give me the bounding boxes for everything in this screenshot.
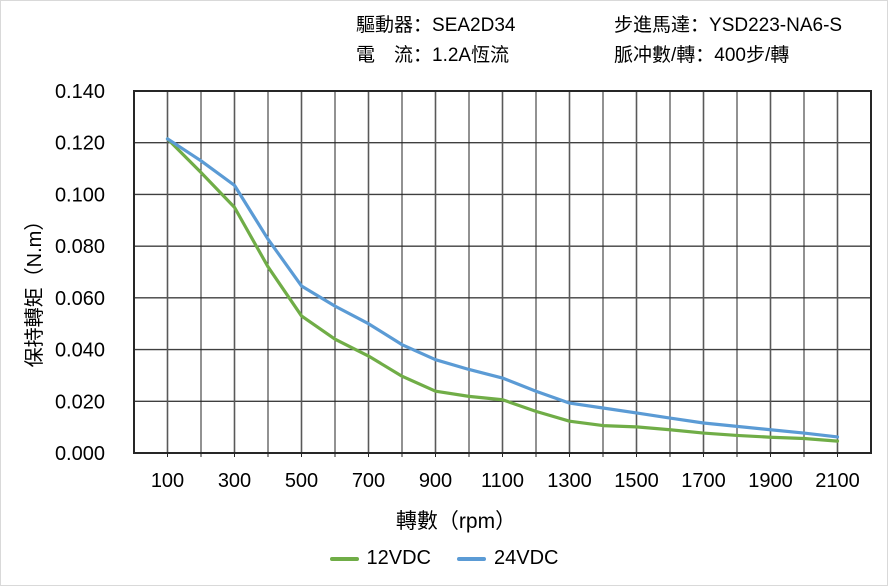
x-tick-label: 1700 [681,470,726,492]
x-tick-label: 100 [151,470,184,492]
motor-value: YSD223-NA6-S [709,15,843,36]
y-tick-label: 0.100 [55,184,105,206]
x-axis-title: 轉數（rpm） [395,510,517,533]
y-axis-title: 保持轉矩（N.m） [24,210,46,368]
legend-label-12vdc: 12VDC [366,547,431,569]
x-tick-label: 500 [285,470,318,492]
legend-line-swatch-24vdc [457,556,486,561]
header-left-column: 驅動器：SEA2D34 電 流：1.2A恆流 [356,11,515,71]
y-tick-label: 0.040 [55,340,105,362]
x-tick-label: 2100 [815,470,860,492]
curve-24vdc [165,137,840,439]
legend: 12VDC 24VDC [1,547,887,570]
pulses-label: 脈冲數/轉： [614,45,715,66]
current-row: 電 流：1.2A恆流 [356,41,515,71]
header-right-column: 步進馬達：YSD223-NA6-S 脈冲數/轉：400步/轉 [614,11,842,71]
driver-label: 驅動器： [356,15,433,36]
legend-label-24vdc: 24VDC [494,547,559,569]
y-tick-label: 0.060 [55,288,105,310]
x-tick-label: 1900 [748,470,793,492]
x-tick-label: 1500 [614,470,659,492]
x-tick-label: 700 [352,470,385,492]
curve-12vdc [165,137,840,443]
current-label: 電 流： [356,45,433,66]
driver-value: SEA2D34 [432,15,516,36]
current-value: 1.2A恆流 [432,45,510,66]
legend-item-12vdc: 12VDC [329,547,431,570]
x-tick-label: 300 [218,470,251,492]
x-tick-label: 1100 [481,470,524,492]
driver-row: 驅動器：SEA2D34 [356,11,515,41]
pulses-row: 脈冲數/轉：400步/轉 [614,41,842,71]
y-tick-label: 0.140 [55,81,105,103]
legend-line-swatch-12vdc [329,556,359,561]
x-tick-label: 900 [419,470,452,492]
pulses-value: 400步/轉 [714,45,790,66]
y-tick-label: 0.080 [55,236,105,258]
legend-item-24vdc: 24VDC [457,547,558,570]
motor-row: 步進馬達：YSD223-NA6-S [614,11,842,41]
y-tick-label: 0.020 [55,391,105,413]
x-tick-label: 1300 [547,470,592,492]
y-tick-label: 0.000 [55,443,105,465]
plot-border [133,90,872,454]
y-tick-label: 0.120 [55,133,105,155]
motor-label: 步進馬達： [614,15,710,36]
